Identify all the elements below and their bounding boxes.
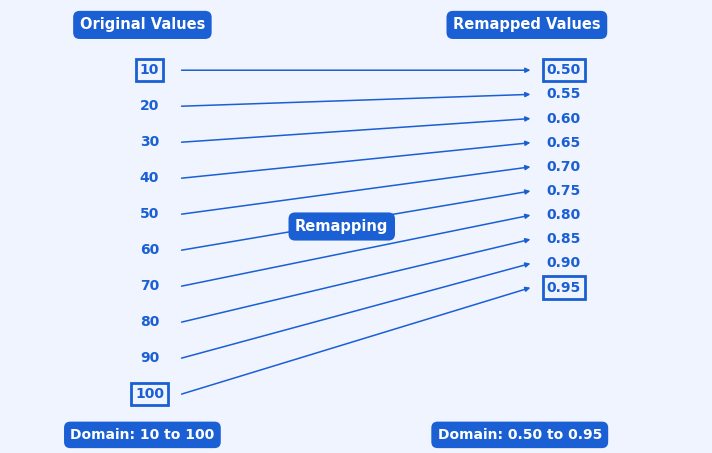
Text: 20: 20: [140, 99, 159, 113]
Text: 60: 60: [140, 243, 159, 257]
Text: Remapped Values: Remapped Values: [453, 17, 601, 33]
Text: 40: 40: [140, 171, 159, 185]
Text: 0.75: 0.75: [547, 184, 581, 198]
Text: Remapping: Remapping: [295, 219, 389, 234]
Text: 0.95: 0.95: [547, 281, 581, 294]
Text: 0.65: 0.65: [547, 136, 581, 149]
Text: 90: 90: [140, 351, 159, 365]
Text: 0.55: 0.55: [547, 87, 581, 101]
Text: 100: 100: [135, 387, 164, 401]
Text: 70: 70: [140, 279, 159, 293]
Text: 0.70: 0.70: [547, 160, 581, 174]
Text: 0.50: 0.50: [547, 63, 581, 77]
Text: 80: 80: [140, 315, 159, 329]
Text: 0.80: 0.80: [547, 208, 581, 222]
Text: Original Values: Original Values: [80, 17, 205, 33]
Text: 0.85: 0.85: [547, 232, 581, 246]
Text: Domain: 10 to 100: Domain: 10 to 100: [70, 428, 214, 442]
Text: 50: 50: [140, 207, 159, 221]
Text: 10: 10: [140, 63, 159, 77]
Text: 30: 30: [140, 135, 159, 149]
Text: Domain: 0.50 to 0.95: Domain: 0.50 to 0.95: [438, 428, 602, 442]
Text: 0.90: 0.90: [547, 256, 581, 270]
Text: 0.60: 0.60: [547, 111, 581, 125]
